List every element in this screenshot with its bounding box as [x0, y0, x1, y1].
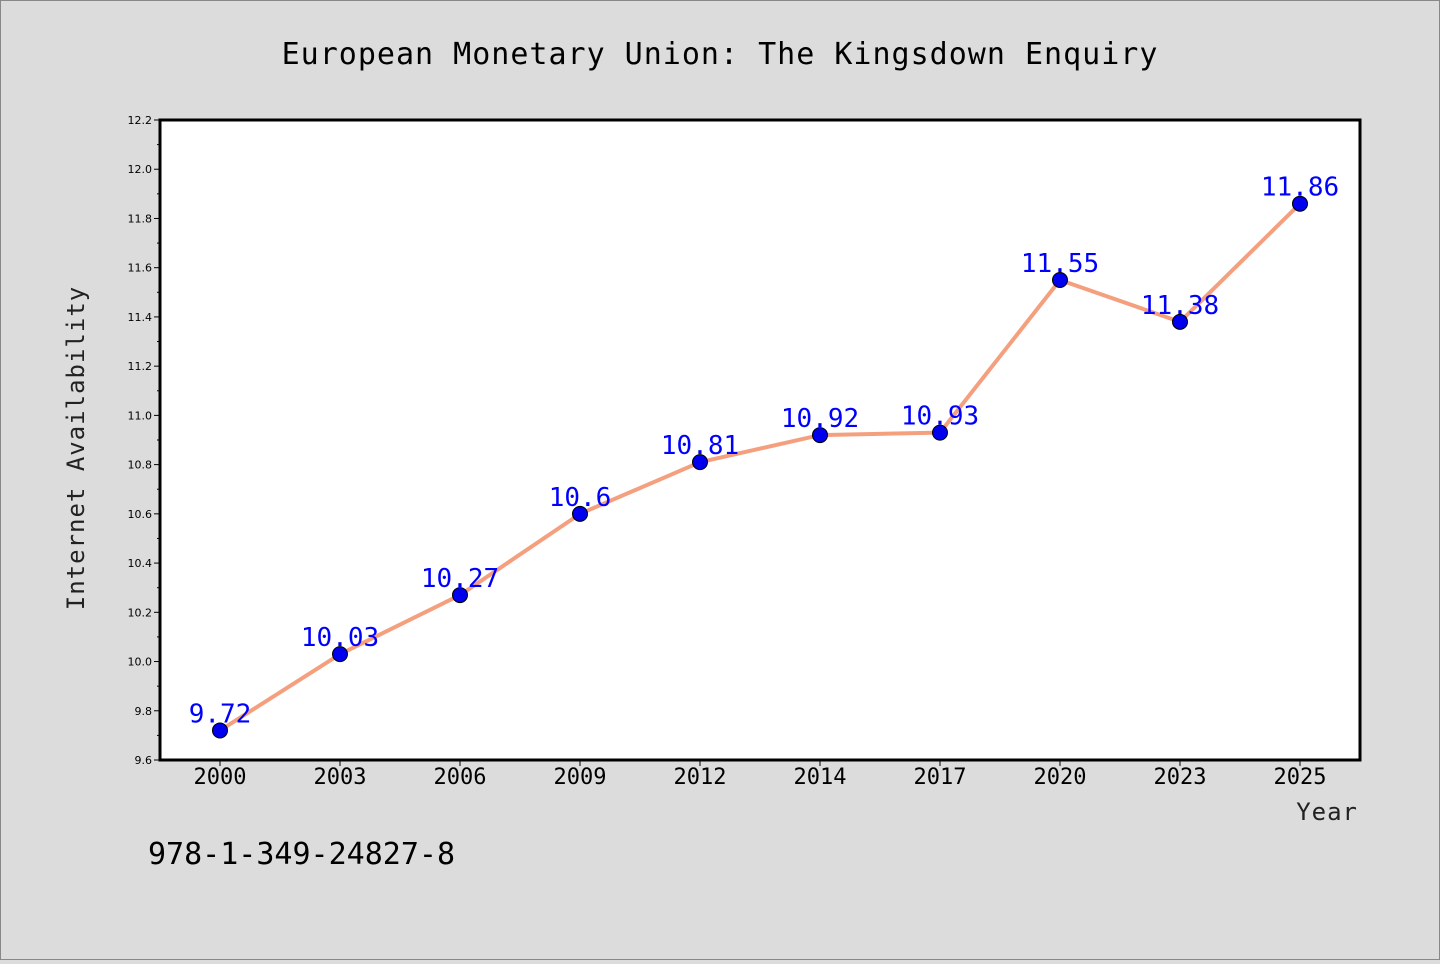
y-tick-label: 12.2	[128, 114, 153, 127]
x-tick-label: 2020	[1034, 765, 1087, 790]
data-point-label: 11.38	[1141, 291, 1219, 321]
data-point-marker	[452, 587, 468, 604]
data-point-marker	[572, 505, 588, 522]
data-point-marker	[1052, 272, 1068, 288]
data-point-label: 9.72	[189, 699, 252, 729]
data-point-marker	[1292, 195, 1308, 212]
data-point-marker	[212, 722, 228, 739]
data-point-label: 10.93	[901, 402, 979, 432]
y-tick-label: 11.2	[128, 360, 153, 373]
y-tick-label: 10.0	[128, 656, 153, 669]
y-tick-label: 10.4	[128, 557, 153, 570]
x-tick-label: 2014	[794, 765, 847, 790]
data-point-marker	[812, 427, 828, 444]
y-tick-label: 10.2	[128, 606, 153, 619]
y-axis-title: Internet Availability	[62, 286, 90, 610]
y-tick-label: 11.8	[128, 212, 153, 225]
data-series	[212, 195, 1308, 739]
data-point-label: 10.27	[421, 564, 499, 594]
y-tick-label: 11.4	[128, 311, 153, 324]
y-tick-label: 11.0	[128, 409, 153, 422]
chart-title: European Monetary Union: The Kingsdown E…	[282, 37, 1159, 72]
data-point-label: 10.81	[661, 431, 739, 461]
y-tick-label: 9.8	[135, 705, 153, 718]
x-tick-label: 2025	[1274, 765, 1327, 790]
y-axis: 9.6 9.8 10.0 10.2 10.4 10.6 10.8 11.0 11.2 11.4 11…	[128, 114, 160, 767]
data-point-label: 11.55	[1021, 249, 1099, 279]
data-point-marker	[932, 424, 948, 441]
x-tick-label: 2012	[674, 765, 727, 790]
x-tick-label: 2003	[314, 765, 367, 790]
x-tick-label: 2017	[914, 765, 967, 790]
y-tick-label: 10.6	[128, 508, 153, 521]
data-point-marker	[1172, 313, 1188, 330]
isbn-text: 978-1-349-24827-8	[148, 837, 455, 872]
x-axis-title: Year	[1296, 798, 1358, 826]
y-tick-label: 12.0	[128, 163, 153, 176]
data-point-label: 10.6	[549, 483, 612, 513]
x-tick-label: 2000	[194, 765, 247, 790]
data-point-marker	[332, 646, 348, 663]
x-tick-label: 2006	[434, 765, 487, 790]
y-tick-label: 11.6	[128, 262, 153, 275]
y-tick-label: 10.8	[128, 459, 153, 472]
data-point-marker	[692, 454, 708, 471]
data-point-label: 10.03	[301, 623, 379, 653]
x-axis: 2000 2003 2006 2009 2012 2014 2017 2020 2023 2025	[194, 760, 1327, 790]
data-point-label: 10.92	[781, 404, 859, 434]
data-labels: 9.72 10.03 10.27 10.6 10.81 10.92 10.93 11.55 11…	[189, 173, 1339, 730]
data-point-label: 11.86	[1261, 173, 1339, 203]
y-tick-label: 9.6	[135, 754, 153, 767]
plot-area	[158, 118, 1362, 762]
series-line	[218, 201, 1302, 733]
x-tick-label: 2009	[554, 765, 607, 790]
x-tick-label: 2023	[1154, 765, 1207, 790]
